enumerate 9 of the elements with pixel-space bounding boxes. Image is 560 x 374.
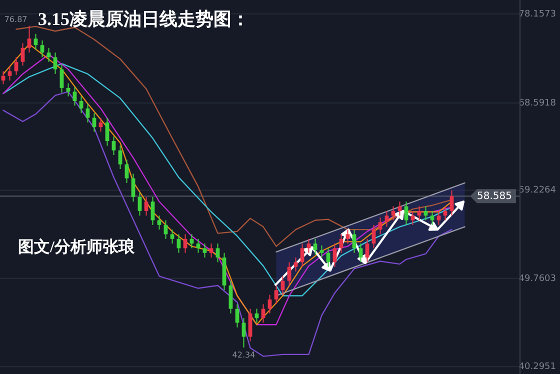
y-tick-label: 49.7603 bbox=[518, 274, 556, 284]
y-tick-label: 40.2951 bbox=[518, 362, 556, 372]
title: 3.15凌晨原油日线走势图： bbox=[38, 9, 250, 29]
ref-line: 58.585 bbox=[0, 189, 520, 204]
annotation: 42.34 bbox=[232, 350, 256, 360]
y-tick-label: 78.1573 bbox=[518, 9, 556, 20]
annotation: 图文/分析师张琅 bbox=[18, 238, 136, 256]
ref-line-label: 58.585 bbox=[477, 190, 512, 202]
annotation: 76.87 bbox=[4, 14, 28, 24]
